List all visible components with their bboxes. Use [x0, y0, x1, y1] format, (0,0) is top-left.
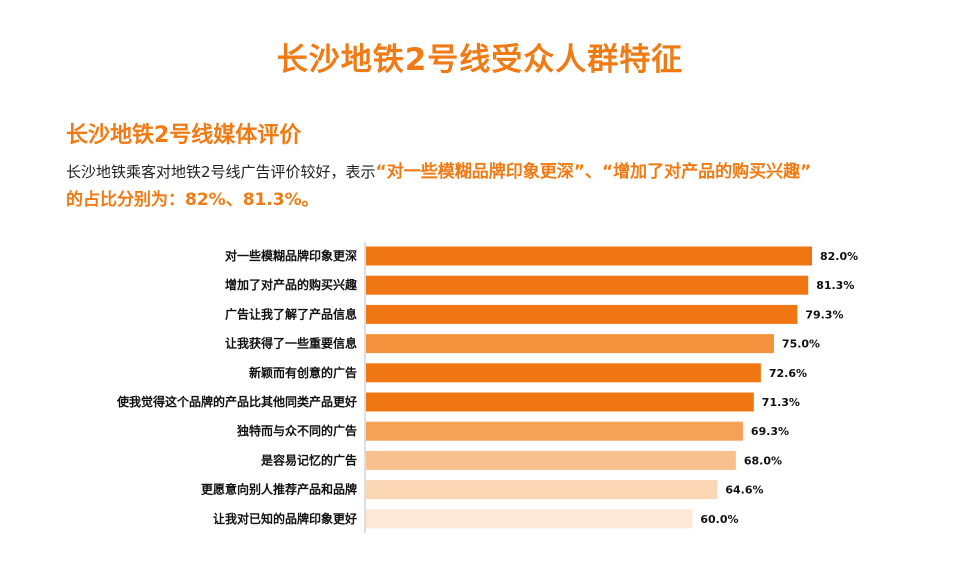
bar-5: [366, 363, 761, 383]
category-label-3: 广告让我了解了产品信息: [225, 306, 357, 321]
page-title: 长沙地铁2号线受众人群特征: [276, 42, 684, 78]
bar-4: [366, 334, 774, 354]
description-highlight-values: 的占比分别为：82%、81.3%。: [66, 190, 319, 210]
value-label-3: 79.3%: [805, 308, 843, 321]
value-label-7: 69.3%: [751, 425, 789, 438]
bar-2: [366, 275, 809, 295]
section-title: 长沙地铁2号线媒体评价: [66, 123, 302, 148]
bar-1: [366, 246, 812, 266]
category-label-4: 让我获得了一些重要信息: [225, 336, 357, 351]
category-label-5: 新颖而有创意的广告: [249, 365, 357, 380]
value-label-4: 75.0%: [782, 338, 820, 351]
category-label-7: 独特而与众不同的广告: [236, 423, 357, 438]
category-label-9: 更愿意向别人推荐产品和品牌: [201, 482, 357, 497]
description-text: 长沙地铁乘客对地铁2号线广告评价较好，表示: [66, 163, 376, 181]
category-label-1: 对一些模糊品牌印象更深: [225, 248, 357, 263]
bar-6: [366, 392, 754, 412]
value-label-5: 72.6%: [769, 367, 807, 380]
bar-8: [366, 450, 736, 470]
bar-3: [366, 304, 798, 324]
category-label-6: 使我觉得这个品牌的产品比其他同类产品更好: [116, 394, 357, 409]
bar-7: [366, 421, 743, 441]
value-label-1: 82.0%: [820, 250, 858, 263]
description-highlight-quotes: “对一些模糊品牌印象更深”、“增加了对产品的购买兴趣”: [375, 162, 812, 182]
value-label-2: 81.3%: [816, 279, 854, 292]
category-label-10: 让我对已知的品牌印象更好: [213, 511, 357, 526]
value-label-6: 71.3%: [762, 396, 800, 409]
bar-10: [366, 509, 693, 529]
value-label-10: 60.0%: [700, 513, 738, 526]
description: 长沙地铁乘客对地铁2号线广告评价较好，表示“对一些模糊品牌印象更深”、“增加了对…: [66, 158, 916, 214]
category-label-8: 是容易记忆的广告: [260, 452, 357, 467]
category-label-2: 增加了对产品的购买兴趣: [225, 277, 358, 292]
value-label-8: 68.0%: [744, 454, 782, 467]
bar-9: [366, 480, 718, 500]
value-label-9: 64.6%: [725, 484, 763, 497]
